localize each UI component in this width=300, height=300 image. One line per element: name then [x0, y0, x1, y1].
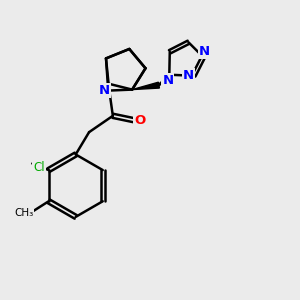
Text: N: N [183, 69, 194, 82]
Text: CH₃: CH₃ [14, 208, 34, 218]
Text: N: N [199, 45, 210, 58]
Text: N: N [98, 84, 110, 97]
Polygon shape [132, 82, 159, 90]
Text: Cl: Cl [33, 160, 45, 174]
Text: O: O [134, 114, 145, 127]
Text: N: N [162, 74, 173, 87]
